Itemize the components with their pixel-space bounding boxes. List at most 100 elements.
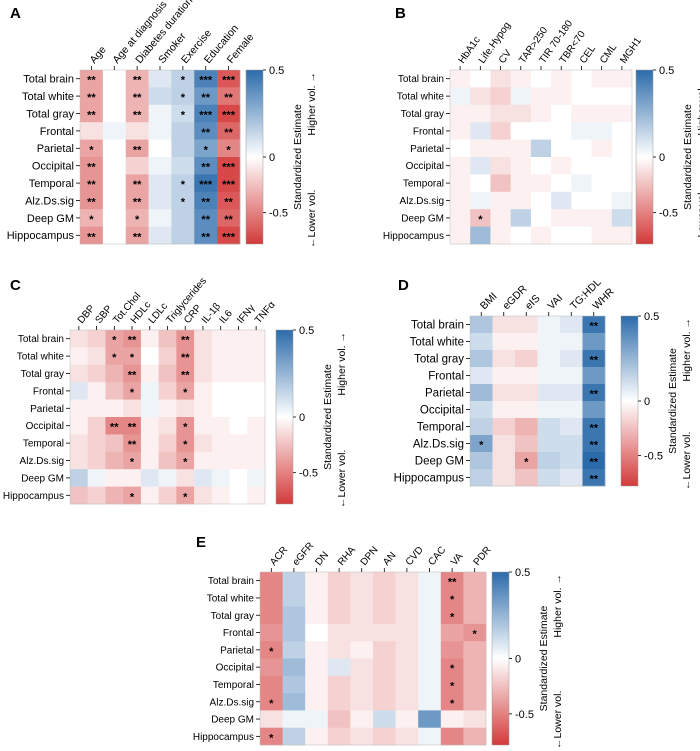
- heatmap-cell: [537, 401, 561, 419]
- heatmap-cell: [470, 209, 491, 227]
- heatmap-cell: [125, 191, 149, 210]
- heatmap-cell: [492, 384, 516, 402]
- heatmap-cell: [80, 157, 104, 175]
- heatmap-cell: [418, 727, 442, 746]
- significance-mark: *: [181, 110, 186, 122]
- heatmap-cell: [591, 104, 613, 123]
- significance-mark: ***: [199, 179, 213, 191]
- colorbar-tick-label: 0.5: [644, 311, 659, 323]
- significance-mark: **: [133, 92, 142, 104]
- heatmap-cell: [582, 435, 606, 453]
- heatmap-cell: [470, 333, 493, 351]
- heatmap-cell: [140, 486, 159, 505]
- colorbar-higher-label: Higher vol. →: [306, 72, 318, 136]
- row-label: Frontal: [33, 386, 64, 397]
- heatmap-cell: [560, 452, 583, 470]
- heatmap-cell: [70, 364, 89, 383]
- heatmap-cell: [551, 157, 572, 175]
- heatmap-cell: [194, 104, 218, 123]
- heatmap-cell: [247, 330, 266, 348]
- heatmap-cell: [125, 157, 149, 175]
- heatmap-cell: [123, 382, 142, 400]
- row-label: Total white: [22, 91, 74, 103]
- heatmap-cell: [80, 104, 104, 123]
- row-label: Total white: [207, 593, 255, 604]
- heatmap-cell: [440, 727, 464, 746]
- heatmap-panel-A: A** ** * *** ***** ** * ** **** ** * *** ***** *** ** *…: [7, 0, 318, 248]
- heatmap-cell: [194, 139, 218, 158]
- heatmap-cell: [327, 606, 351, 625]
- row-label: Deep GM: [211, 715, 254, 726]
- heatmap-cell: [515, 469, 538, 487]
- heatmap-cell: [510, 122, 532, 140]
- row-label: Alz.Ds.sig: [20, 456, 64, 467]
- heatmap-cell: [470, 435, 493, 453]
- heatmap-cell: [102, 139, 127, 158]
- heatmap-cell: [463, 623, 487, 642]
- heatmap-cell: [80, 122, 104, 140]
- heatmap-cell: [211, 347, 230, 366]
- significance-mark: **: [87, 162, 96, 174]
- heatmap-cell: [140, 417, 159, 435]
- significance-mark: *: [183, 491, 188, 503]
- row-label: Frontal: [428, 371, 464, 383]
- heatmap-cell: [305, 658, 329, 677]
- heatmap-cell: [510, 209, 532, 227]
- heatmap-cell: [217, 157, 241, 175]
- heatmap-cell: [515, 367, 538, 385]
- heatmap-cell: [582, 367, 606, 385]
- heatmap-cell: [102, 174, 127, 193]
- heatmap-cell: [470, 384, 493, 402]
- heatmap-cell: [140, 382, 159, 400]
- heatmap-cell: [102, 104, 127, 123]
- heatmap-cell: [490, 87, 511, 106]
- heatmap-cell: [440, 710, 464, 728]
- heatmap-cell: [70, 382, 89, 400]
- heatmap-cell: [373, 710, 396, 728]
- heatmap-cell: [611, 87, 633, 106]
- heatmap-cell: [582, 316, 606, 334]
- heatmap-cell: [373, 623, 396, 642]
- row-label: Frontal: [413, 126, 444, 137]
- heatmap-cell: [611, 209, 633, 227]
- row-label: Total brain: [23, 74, 74, 86]
- heatmap-cell: [229, 469, 248, 487]
- heatmap-cell: [148, 226, 172, 245]
- heatmap-cell: [450, 70, 471, 88]
- significance-mark: **: [224, 127, 233, 139]
- significance-mark: **: [133, 144, 142, 156]
- row-label: Total white: [397, 92, 445, 103]
- significance-mark: **: [224, 92, 233, 104]
- row-label: Parietal: [220, 645, 254, 656]
- heatmap-cell: [80, 174, 104, 193]
- significance-mark: **: [201, 214, 210, 226]
- heatmap-cell: [418, 641, 442, 659]
- heatmap-cell: [148, 209, 172, 227]
- row-label: Parietal: [410, 144, 444, 155]
- heatmap-cell: [217, 174, 241, 193]
- heatmap-cell: [490, 70, 511, 88]
- colorbar-tick-label: -0.5: [659, 208, 678, 220]
- heatmap-cell: [470, 122, 491, 140]
- heatmap-cell: [537, 418, 561, 436]
- heatmap-cell: [560, 469, 583, 487]
- heatmap-cell: [492, 350, 516, 368]
- heatmap-cell: [282, 710, 306, 728]
- heatmap-cell: [102, 70, 127, 88]
- heatmap-cell: [158, 434, 177, 453]
- heatmap-cell: [492, 435, 516, 453]
- heatmap-cell: [611, 191, 633, 210]
- heatmap-cell: [350, 658, 374, 677]
- heatmap-cell: [282, 623, 306, 642]
- significance-mark: **: [133, 179, 142, 191]
- heatmap-frame: [259, 571, 487, 746]
- heatmap-cell: [229, 486, 248, 505]
- heatmap-cell: [148, 157, 172, 175]
- significance-mark: **: [128, 422, 137, 434]
- heatmap-cell: [194, 364, 213, 383]
- significance-mark: *: [181, 179, 186, 191]
- heatmap-cell: [70, 417, 89, 435]
- heatmap-cell: [350, 675, 374, 694]
- heatmap-cell: [350, 623, 374, 642]
- heatmap-cell: [171, 157, 195, 175]
